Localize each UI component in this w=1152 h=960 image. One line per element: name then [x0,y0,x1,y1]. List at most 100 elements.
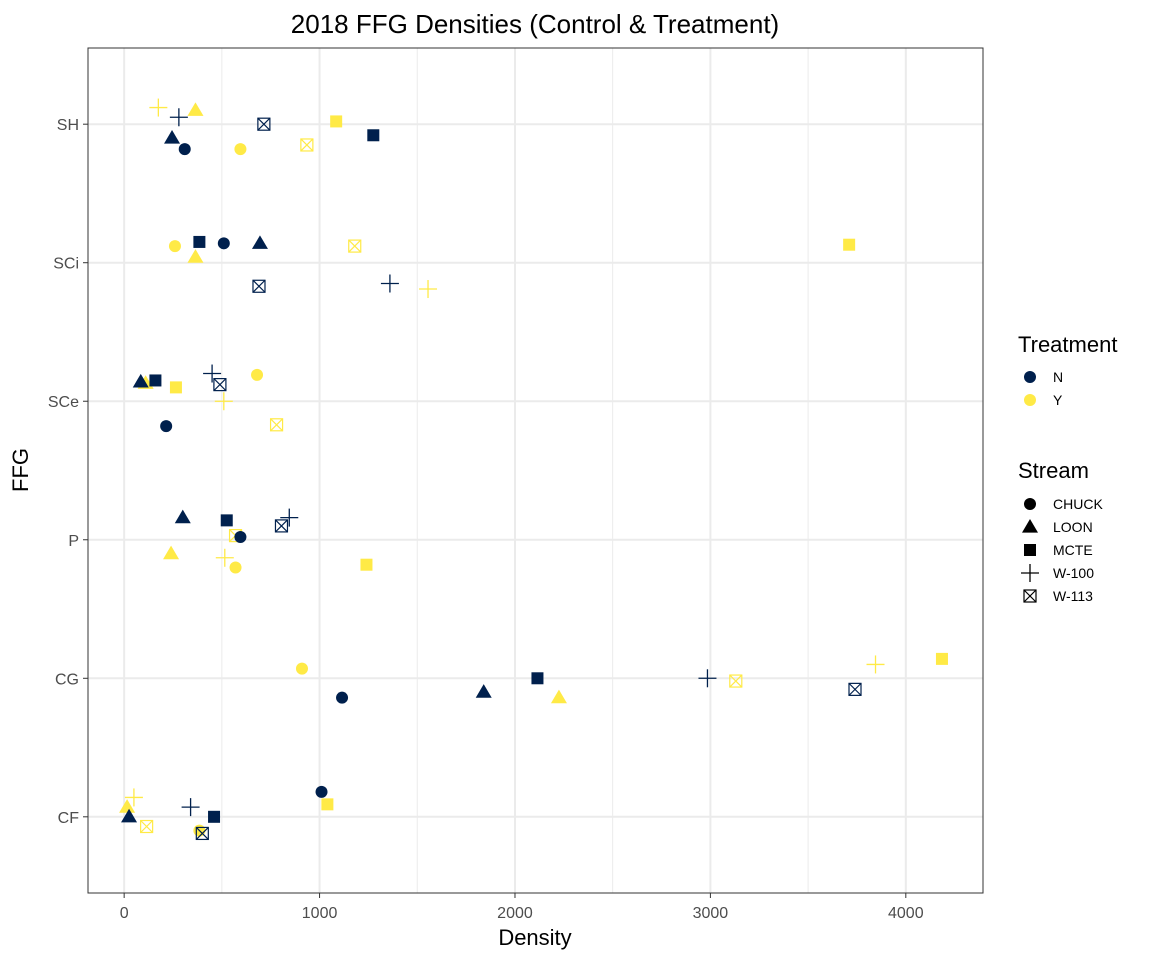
circle-marker [336,691,349,704]
boxx-marker-box [257,117,271,131]
axes: 0 1000 2000 3000 4000 CF CG P SCe SCi SH [48,117,924,922]
boxx-marker-box [274,519,289,533]
data-point-sce-w-100-y [214,392,233,411]
square-marker [1024,544,1036,556]
circle-marker [1024,498,1036,510]
data-point-cg-w-113-y [729,674,743,688]
data-point-cf-w-113-y [140,819,154,834]
y-tick-label: SCi [53,256,79,273]
square-marker [193,235,206,248]
x-tick-label: 0 [120,905,129,922]
boxx-marker-diag2 [257,117,271,131]
data-point-sh-w-100-y [149,98,168,117]
data-point-sh-mcte-y [330,115,343,128]
circle-marker [315,785,328,798]
triangle-marker [163,545,180,560]
data-point-sh-chuck-y [234,143,247,156]
legend-treatment-label: N [1053,369,1063,385]
boxx-marker-diag2 [300,138,314,152]
square-marker [149,374,162,387]
boxx-marker-diag2 [729,674,743,688]
data-point-cg-loon-n [475,684,492,698]
data-point-sce-chuck-n [160,420,173,433]
y-tick-label: P [68,533,79,550]
data-point-cg-chuck-n [336,691,349,704]
legend-stream-key [1023,589,1037,603]
data-point-sci-mcte-y [843,238,856,251]
triangle-marker [132,373,149,388]
data-point-cf-w-100-y [124,788,143,807]
circle-marker [1024,371,1036,383]
boxx-marker-diag2 [848,682,862,696]
square-marker [321,798,334,811]
legend-stream-label: MCTE [1053,542,1093,558]
data-point-sce-w-100-n [203,364,222,383]
square-marker [360,558,373,571]
data-point-cf-w-113-n [195,826,209,841]
data-point-p-chuck-y [229,561,242,574]
data-point-sci-w-100-y [419,280,438,299]
data-point-cg-w-100-n [698,669,717,688]
legend-stream-label: CHUCK [1053,496,1103,512]
legend-stream-label: LOON [1053,519,1093,535]
boxx-marker-box [300,138,314,152]
data-point-cf-loon-y [119,799,136,813]
data-point-cg-w-100-y [866,655,885,674]
boxx-marker-box [1023,589,1037,603]
circle-marker [229,561,242,574]
legend-treatment-key [1024,394,1036,406]
legend-stream: Stream CHUCK LOON MCTE W-100 W-113 [1018,458,1103,604]
legend-stream-key [1024,498,1036,510]
data-point-p-chuck-n [234,530,247,543]
boxx-marker-box [729,674,743,688]
triangle-marker [164,130,181,144]
data-point-p-w-100-n [280,508,299,527]
data-point-sci-loon-y [187,249,204,263]
data-point-sce-w-113-y [269,418,284,432]
boxx-marker-diag2 [252,279,266,293]
circle-marker [234,530,247,543]
circle-marker [168,240,181,253]
circle-marker [178,143,191,156]
triangle-marker [475,684,492,698]
data-point-sh-loon-y [187,102,204,116]
circle-marker [160,420,173,433]
plot-border [87,47,984,894]
boxx-marker-box [848,682,862,696]
circle-marker [217,237,230,250]
legend-treatment-label: Y [1053,392,1063,408]
circle-marker [295,662,308,675]
boxx-marker-diag2 [140,820,154,833]
legend-treatment-key [1024,371,1036,383]
data-point-sce-mcte-n [149,374,162,387]
panel-background [88,48,983,893]
data-point-cf-mcte-y [321,798,334,811]
boxx-marker-box [213,378,227,392]
data-point-p-loon-n [174,509,191,524]
data-point-cg-loon-y [550,689,567,704]
triangle-marker [119,799,136,813]
data-point-cf-loon-n [121,808,138,823]
data-point-p-w-113-n [274,519,289,533]
legend-stream-key [1022,519,1038,533]
data-point-sh-mcte-n [367,129,380,142]
triangle-marker [1022,519,1038,533]
legend-treatment-title: Treatment [1018,332,1117,357]
boxx-marker-diag2 [348,239,362,253]
legend-stream-label: W-100 [1053,565,1094,581]
legend-stream-key [1024,544,1036,556]
data-point-p-loon-y [163,545,180,560]
boxx-marker-box [140,819,154,834]
data-point-sce-chuck-y [251,368,264,381]
plot-panel [88,48,983,893]
square-marker [935,652,948,665]
data-point-sh-loon-n [164,130,181,144]
x-tick-label: 2000 [497,905,533,922]
data-point-cg-chuck-y [295,662,308,675]
triangle-marker [121,808,138,823]
legend-stream-title: Stream [1018,458,1089,483]
square-marker [367,129,380,142]
triangle-marker [187,249,204,263]
data-point-cf-w-100-n [181,798,200,817]
square-marker [531,672,544,685]
